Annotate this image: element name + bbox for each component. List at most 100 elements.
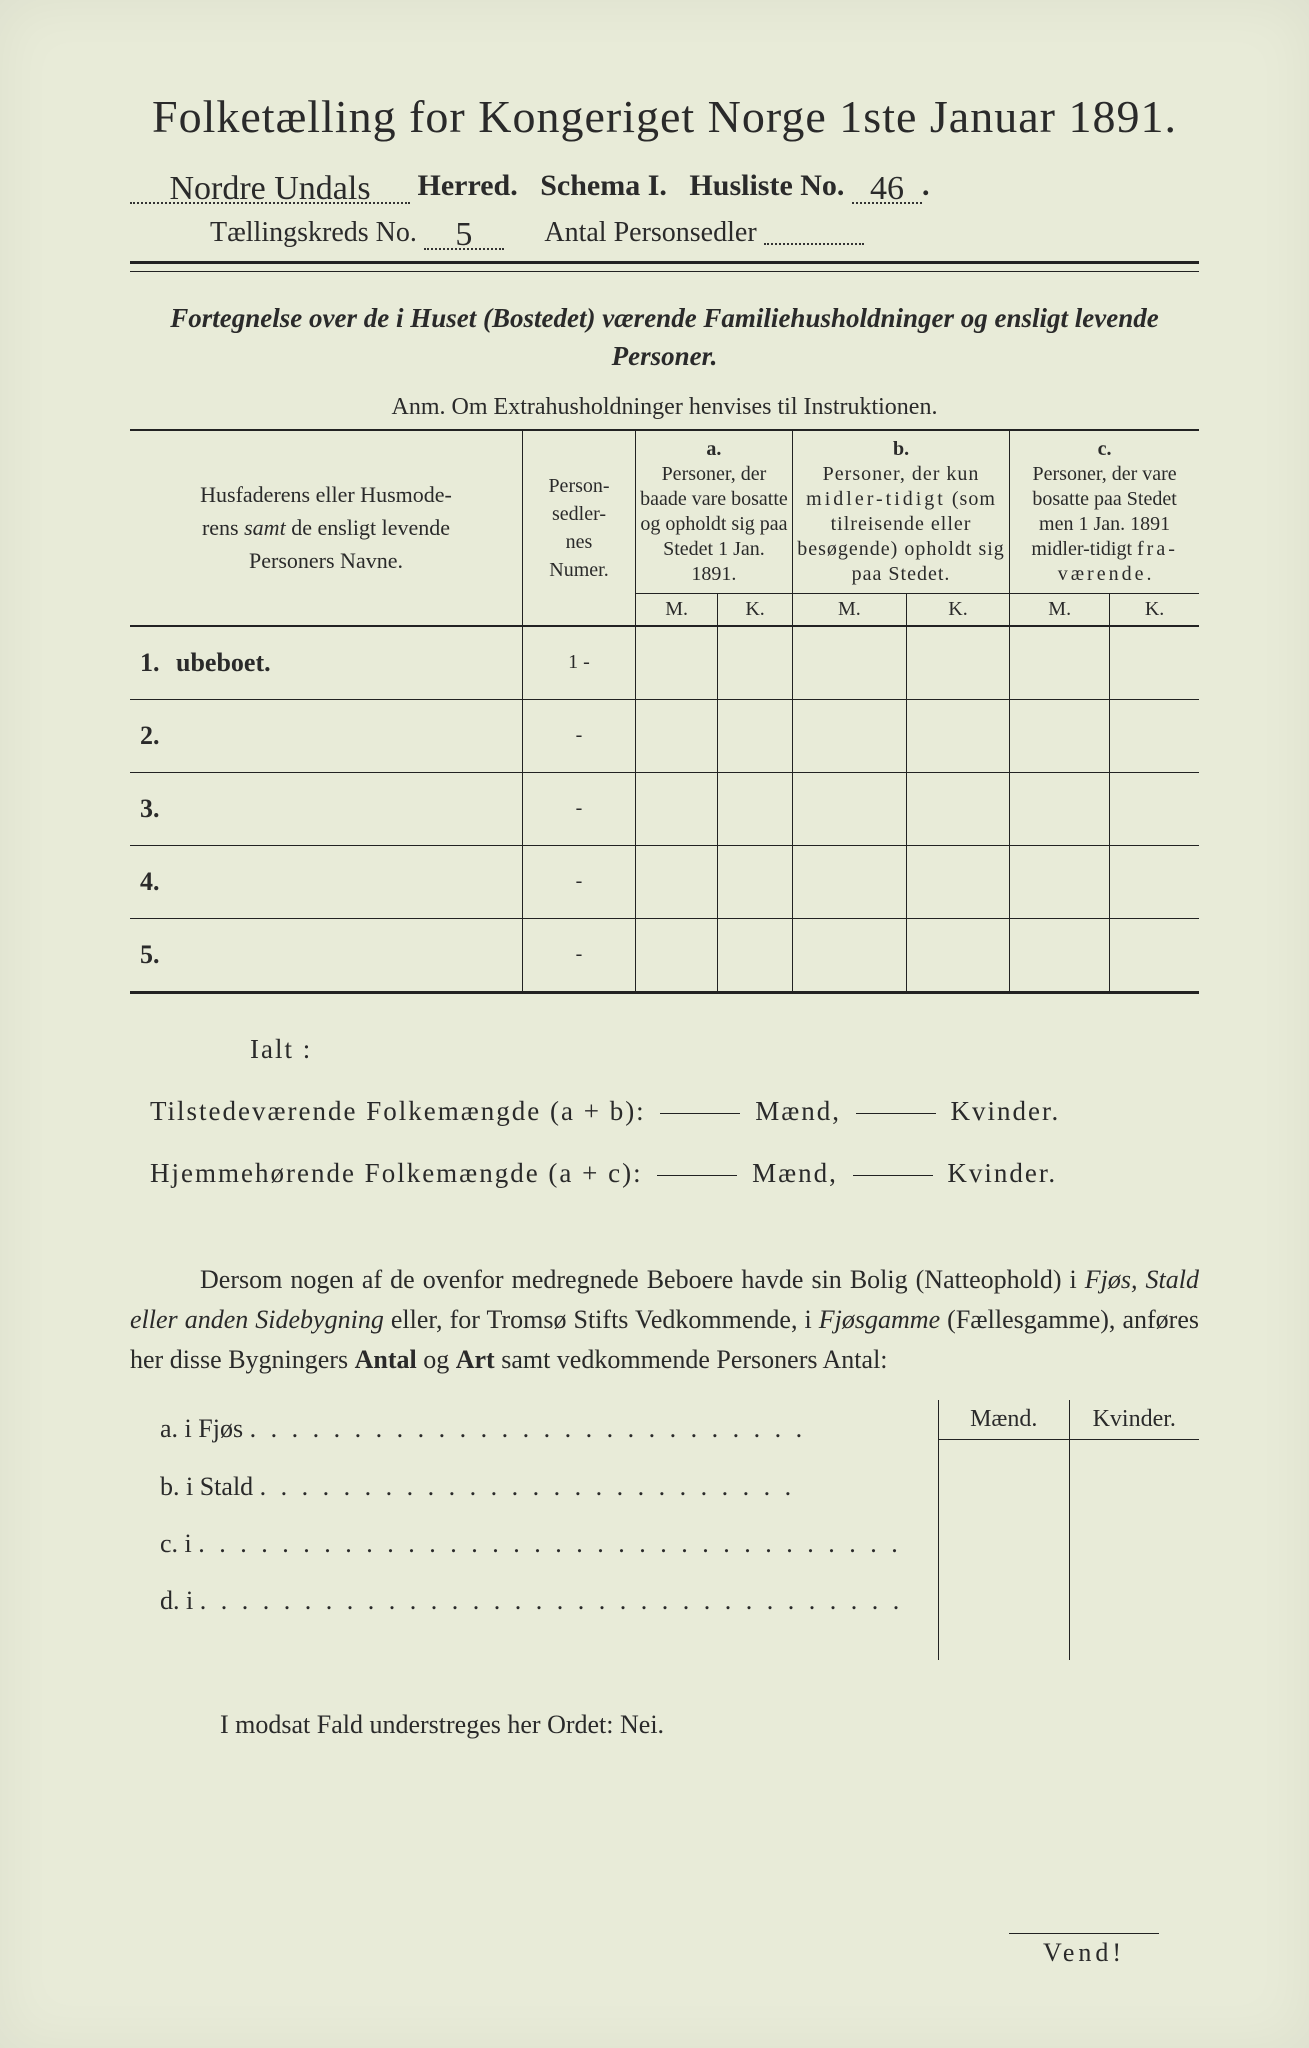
building-d-label: d. i xyxy=(160,1586,193,1615)
row-4-numer: - xyxy=(523,845,636,918)
cell xyxy=(718,845,793,918)
row-2-numer: - xyxy=(523,699,636,772)
mk-box: Mænd. Kvinder. xyxy=(938,1400,1199,1660)
cell xyxy=(1010,845,1110,918)
cell xyxy=(792,845,906,918)
cell xyxy=(1010,699,1110,772)
herred-label: Herred. xyxy=(418,169,518,202)
cell xyxy=(1010,626,1110,700)
cell xyxy=(1110,845,1199,918)
cell xyxy=(792,699,906,772)
cell xyxy=(718,772,793,845)
row-1: 1. ubeboet. xyxy=(130,626,523,700)
row-1-num: 1. xyxy=(140,648,160,677)
header-line-2: Nordre Undals Herred. Schema I. Husliste… xyxy=(130,169,1199,203)
cell xyxy=(792,626,906,700)
dots: . . . . . . . . . . . . . . . . . . . . … xyxy=(250,1414,807,1443)
ialt-line-1: Tilstedeværende Folkemængde (a + b): Mæn… xyxy=(150,1084,1199,1138)
cell xyxy=(906,626,1009,700)
cell xyxy=(906,772,1009,845)
husliste-value: 46 xyxy=(852,175,922,204)
cell xyxy=(906,918,1009,992)
ialt-block: Ialt : Tilstedeværende Folkemængde (a + … xyxy=(250,1022,1199,1200)
row-5: 5. xyxy=(130,918,523,992)
cell xyxy=(1110,626,1199,700)
census-table: Husfaderens eller Husmode-rens samt de e… xyxy=(130,429,1199,994)
col-c: c. Personer, der vare bosatte paa Stedet… xyxy=(1010,430,1199,594)
row-4: 4. xyxy=(130,845,523,918)
building-list: a. i Fjøs . . . . . . . . . . . . . . . … xyxy=(130,1400,938,1660)
row-3-numer: - xyxy=(523,772,636,845)
cell xyxy=(636,845,718,918)
census-form-page: Folketælling for Kongeriget Norge 1ste J… xyxy=(0,0,1309,2048)
tkreds-label: Tællingskreds No. xyxy=(210,217,417,248)
building-d: d. i . . . . . . . . . . . . . . . . . .… xyxy=(160,1572,938,1629)
cell xyxy=(906,699,1009,772)
cell xyxy=(636,772,718,845)
building-b: b. i Stald . . . . . . . . . . . . . . .… xyxy=(160,1458,938,1515)
antal-value xyxy=(764,243,864,245)
fortegnelse-text: Fortegnelse over de i Huset (Bostedet) v… xyxy=(160,300,1169,376)
cell xyxy=(718,699,793,772)
col-names: Husfaderens eller Husmode-rens samt de e… xyxy=(130,430,523,626)
dots: . . . . . . . . . . . . . . . . . . . . … xyxy=(198,1529,902,1558)
ialt-kvinder2: Kvinder. xyxy=(947,1158,1057,1188)
building-c-label: c. i xyxy=(160,1529,192,1558)
col-b-k: K. xyxy=(906,593,1009,626)
col-a: a. Personer, der baade vare bosatte og o… xyxy=(636,430,793,594)
schema-label: Schema I. xyxy=(540,169,667,202)
ialt-line1-label: Tilstedeværende Folkemængde (a + b): xyxy=(150,1096,646,1126)
cell xyxy=(1110,772,1199,845)
tkreds-value: 5 xyxy=(424,221,504,250)
col-a-m: M. xyxy=(636,593,718,626)
husliste-label: Husliste No. xyxy=(689,169,844,202)
building-b-label: b. i Stald xyxy=(160,1472,253,1501)
col-a-tag: a. xyxy=(706,438,721,460)
cell xyxy=(636,918,718,992)
col-c-m: M. xyxy=(1010,593,1110,626)
col-a-text: Personer, der baade vare bosatte og opho… xyxy=(640,463,788,585)
blank xyxy=(853,1175,933,1176)
modsat-text: I modsat Fald understreges her Ordet: Ne… xyxy=(220,1710,1199,1740)
blank xyxy=(856,1113,936,1114)
cell xyxy=(1010,772,1110,845)
mk-body xyxy=(939,1440,1199,1660)
mk-header: Mænd. Kvinder. xyxy=(939,1400,1199,1440)
col-b-tag: b. xyxy=(893,438,909,460)
mk-col-k xyxy=(1070,1440,1200,1660)
mk-kvinder: Kvinder. xyxy=(1070,1400,1200,1439)
ialt-maend: Mænd, xyxy=(755,1096,841,1126)
building-c: c. i . . . . . . . . . . . . . . . . . .… xyxy=(160,1515,938,1572)
cell xyxy=(1110,699,1199,772)
col-b: b. Personer, der kun midler-tidigt (som … xyxy=(792,430,1009,594)
dersom-paragraph: Dersom nogen af de ovenfor medregnede Be… xyxy=(130,1260,1199,1381)
ialt-kvinder: Kvinder. xyxy=(950,1096,1060,1126)
building-block: a. i Fjøs . . . . . . . . . . . . . . . … xyxy=(130,1400,1199,1660)
anm-text: Anm. Om Extrahusholdninger henvises til … xyxy=(130,394,1199,421)
row-1-numer: 1 - xyxy=(523,626,636,700)
cell xyxy=(906,845,1009,918)
cell xyxy=(1010,918,1110,992)
ialt-maend2: Mænd, xyxy=(752,1158,838,1188)
form-title: Folketælling for Kongeriget Norge 1ste J… xyxy=(130,90,1199,143)
cell xyxy=(636,699,718,772)
cell xyxy=(718,918,793,992)
cell xyxy=(792,772,906,845)
divider xyxy=(130,261,1199,272)
building-a-label: a. i Fjøs xyxy=(160,1414,243,1443)
blank xyxy=(657,1175,737,1176)
mk-maend: Mænd. xyxy=(939,1400,1070,1439)
cell xyxy=(718,626,793,700)
col-c-tag: c. xyxy=(1098,438,1112,460)
building-a: a. i Fjøs . . . . . . . . . . . . . . . … xyxy=(160,1400,938,1457)
herred-value: Nordre Undals xyxy=(130,175,410,204)
cell xyxy=(636,626,718,700)
ialt-heading: Ialt : xyxy=(250,1022,1199,1076)
mk-col-m xyxy=(939,1440,1070,1660)
cell xyxy=(792,918,906,992)
row-3: 3. xyxy=(130,772,523,845)
ialt-line2-label: Hjemmehørende Folkemængde (a + c): xyxy=(150,1158,643,1188)
header-line-3: Tællingskreds No. 5 Antal Personsedler xyxy=(210,217,1199,249)
blank xyxy=(660,1113,740,1114)
row-5-numer: - xyxy=(523,918,636,992)
